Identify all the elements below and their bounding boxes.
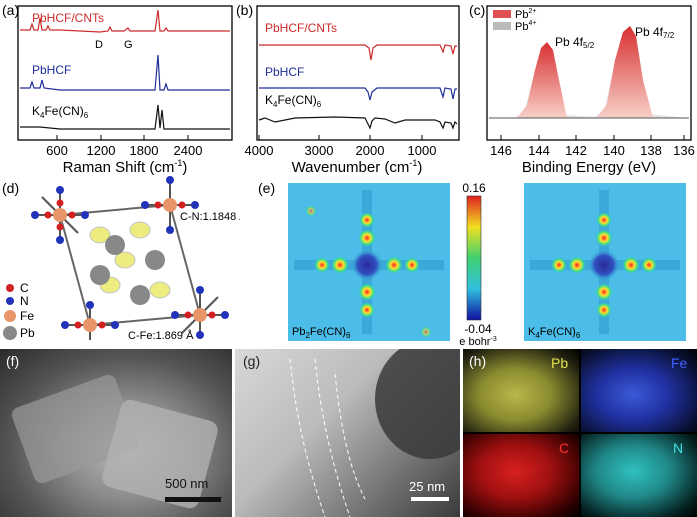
panel-g-label: (g): [243, 353, 261, 369]
eds-label-n: N: [673, 440, 684, 456]
fe-octahedron: [171, 286, 229, 339]
xps-peak-4f52: [517, 42, 567, 118]
ftir-series-pbhcf: [259, 87, 457, 101]
eds-map-n: [581, 434, 697, 517]
fe-octahedron: [61, 301, 119, 340]
raman-series-pbhcf-cnts: [20, 9, 230, 33]
raman-tick-1200: 1200: [87, 143, 116, 158]
pb-atom: [145, 250, 165, 270]
density-map-pb2fecn6: Pb2Fe(CN)6: [288, 183, 450, 341]
xps-legend-pb2: Pb2+: [515, 8, 536, 21]
ftir-series-pbhcf-cnts: [259, 44, 457, 61]
xps-legend-pb4: Pb4+: [515, 20, 536, 33]
xps-tick-146: 146: [490, 143, 512, 158]
xps-peak-4f72: [597, 26, 653, 118]
colorbar: [466, 195, 482, 321]
eds-map-c: [463, 434, 579, 517]
eds-maps: (h) Pb Fe C N: [463, 349, 697, 517]
atom-legend: C N Fe Pb: [3, 281, 35, 340]
ftir-tick-3000: 3000: [305, 143, 334, 158]
panel-d-label: (d): [2, 180, 20, 196]
raman-peak-g: G: [124, 39, 133, 51]
xps-legend-swatch-pb2: [493, 10, 511, 18]
map1-label: Pb2Fe(CN)6: [292, 326, 351, 340]
xps-frame: [486, 5, 692, 141]
pb-atom: [90, 265, 110, 285]
fe-octahedron: [31, 186, 89, 244]
raman-series-k4fecn6: [20, 104, 230, 130]
bond-cn-label: C-N:1.1848 Å: [180, 210, 240, 223]
eds-label-fe: Fe: [671, 355, 688, 371]
sem-scale-bar: [165, 497, 221, 502]
svg-text:Fe: Fe: [20, 309, 34, 323]
density-map-k4fecn6: K4Fe(CN)6: [524, 183, 686, 341]
svg-text:N: N: [20, 294, 29, 308]
colorbar-unit: e bohr-3: [459, 336, 497, 345]
colorbar-max: 0.16: [462, 181, 486, 195]
sem-scale-label: 500 nm: [165, 476, 209, 491]
ftir-chart: 4000 3000 2000 1000 Wavenumber (cm-1) Pb…: [245, 5, 460, 175]
svg-text:Pb: Pb: [20, 326, 35, 340]
xps-legend-swatch-pb4: [493, 22, 511, 30]
svg-text:C: C: [20, 281, 29, 295]
xps-tick-140: 140: [603, 143, 625, 158]
raman-legend-k4fecn6: K4Fe(CN)6: [32, 104, 89, 120]
raman-frame: [17, 5, 233, 141]
xps-label-4f52: Pb 4f5/2: [555, 35, 595, 50]
xps-tick-142: 142: [565, 143, 587, 158]
panel-f-label: (f): [6, 353, 20, 369]
colorbar-min: -0.04: [464, 322, 492, 336]
charge-density: Pb2Fe(CN)6 0.16 -0.04 e bohr-3 K4Fe(CN)6: [288, 181, 686, 345]
panel-b-label: (b): [236, 2, 254, 18]
xps-tick-136: 136: [673, 143, 695, 158]
raman-legend-pbhcf-cnts: PbHCF/CNTs: [32, 11, 104, 25]
raman-peak-d: D: [95, 39, 103, 51]
eds-label-pb: Pb: [551, 355, 569, 371]
pb-atom: [130, 285, 150, 305]
xps-xlabel: Binding Energy (eV): [522, 159, 656, 175]
tem-scale-bar: [411, 497, 449, 501]
xps-chart: 146 144 142 140 138 136 Binding Energy (…: [486, 5, 695, 175]
raman-xlabel: Raman Shift (cm-1): [63, 158, 188, 175]
ftir-tick-2000: 2000: [356, 143, 385, 158]
eds-map-pb: [463, 349, 579, 432]
raman-tick-600: 600: [46, 143, 68, 158]
crystal-structure: C-N:1.1848 Å C-Fe:1.869 Å C N Fe Pb: [3, 176, 240, 342]
raman-legend-pbhcf: PbHCF: [32, 63, 71, 77]
ftir-frame: [256, 5, 460, 141]
eds-label-c: C: [559, 440, 570, 456]
bond-cfe-label: C-Fe:1.869 Å: [128, 329, 194, 342]
tem-scale-label: 25 nm: [409, 479, 446, 494]
xps-label-4f72: Pb 4f7/2: [635, 25, 675, 40]
sem-image: (f) 500 nm: [0, 349, 232, 517]
xps-tick-138: 138: [640, 143, 662, 158]
eds-map-fe: [581, 349, 697, 432]
map2-label: K4Fe(CN)6: [528, 326, 581, 340]
tem-image: (g) 25 nm: [235, 349, 460, 517]
ftir-series-k4fecn6: [258, 116, 458, 130]
panel-h-label: (h): [469, 353, 487, 369]
raman-series-pbhcf: [20, 54, 230, 91]
ftir-xlabel: Wavenumber (cm-1): [292, 158, 423, 175]
fe-octahedron: [141, 176, 199, 234]
raman-tick-1800: 1800: [130, 143, 159, 158]
raman-tick-2400: 2400: [174, 143, 203, 158]
ftir-tick-1000: 1000: [408, 143, 437, 158]
xps-tick-144: 144: [528, 143, 550, 158]
raman-chart: 600 1200 1800 2400 Raman Shift (cm-1) Pb…: [17, 5, 233, 175]
ftir-legend-k4fecn6: K4Fe(CN)6: [265, 93, 322, 109]
panel-e-label: (e): [258, 180, 276, 196]
panel-a-label: (a): [2, 2, 20, 18]
pb-atom: [105, 235, 125, 255]
ftir-tick-4000: 4000: [245, 143, 274, 158]
ftir-legend-pbhcf-cnts: PbHCF/CNTs: [265, 21, 337, 35]
panel-c-label: (c): [469, 2, 486, 18]
ftir-legend-pbhcf: PbHCF: [265, 65, 304, 79]
